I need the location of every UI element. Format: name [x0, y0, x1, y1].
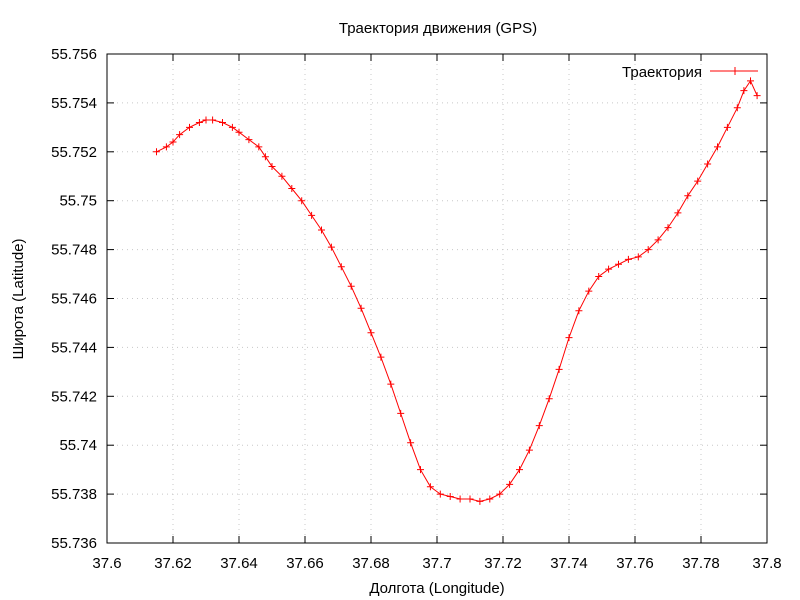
x-tick-label: 37.72	[484, 555, 522, 572]
y-tick-label: 55.746	[51, 291, 97, 308]
data-point-marker	[186, 123, 193, 131]
y-tick-label: 55.754	[51, 95, 97, 112]
y-tick-label: 55.748	[51, 242, 97, 259]
data-point-marker	[261, 153, 269, 161]
data-point-marker	[456, 495, 464, 503]
grid	[107, 54, 767, 543]
data-point-marker	[624, 255, 632, 263]
data-point-marker	[747, 77, 754, 85]
legend-marker	[731, 67, 739, 75]
data-point-marker	[162, 143, 170, 151]
data-point-marker	[417, 466, 424, 474]
data-point-marker	[357, 304, 365, 312]
x-axis-label: Долгота (Longitude)	[369, 580, 504, 597]
data-point-marker	[337, 263, 345, 271]
data-point-marker	[565, 334, 573, 342]
data-point-marker	[387, 380, 395, 388]
data-point-marker	[377, 353, 385, 361]
data-point-marker	[486, 495, 494, 503]
data-point-marker	[733, 104, 741, 112]
tick-labels: 37.6 37.62 37.64 37.66 37.68 37.7 37.72 37.74 37…	[51, 46, 781, 572]
series-layer	[153, 77, 761, 505]
x-tick-label: 37.74	[550, 555, 588, 572]
data-point-marker	[367, 329, 375, 337]
data-point-marker	[426, 483, 434, 491]
data-point-marker	[615, 260, 622, 268]
data-point-marker	[753, 92, 761, 100]
x-tick-label: 37.78	[682, 555, 720, 572]
data-point-marker	[466, 495, 474, 503]
data-point-marker	[516, 466, 523, 474]
data-point-marker	[397, 409, 405, 417]
data-point-marker	[476, 497, 484, 505]
x-tick-label: 37.7	[422, 555, 451, 572]
series-line	[156, 79, 758, 502]
data-point-marker	[605, 265, 613, 273]
y-tick-label: 55.736	[51, 535, 97, 552]
ticks	[106, 53, 768, 544]
data-point-marker	[644, 246, 652, 254]
data-point-marker	[714, 143, 721, 151]
chart-title: Траектория движения (GPS)	[339, 20, 537, 37]
data-point-marker	[446, 493, 454, 501]
data-point-marker	[228, 123, 236, 131]
data-point-marker	[674, 209, 682, 217]
data-point-marker	[202, 116, 210, 124]
data-point-marker	[506, 480, 514, 488]
data-point-marker	[595, 272, 603, 280]
data-point-marker	[555, 365, 563, 373]
data-point-marker	[235, 128, 243, 136]
x-tick-label: 37.6	[92, 555, 121, 572]
data-point-marker	[176, 131, 184, 139]
x-tick-label: 37.76	[616, 555, 654, 572]
data-point-marker	[525, 446, 533, 454]
x-tick-label: 37.64	[220, 555, 258, 572]
y-tick-label: 55.756	[51, 46, 97, 63]
data-point-marker	[740, 87, 748, 95]
x-tick-label: 37.66	[286, 555, 324, 572]
data-point-marker	[298, 197, 306, 205]
y-tick-label: 55.742	[51, 388, 97, 405]
data-point-marker	[634, 253, 642, 261]
data-point-marker	[195, 118, 203, 126]
data-point-marker	[327, 243, 335, 251]
data-point-marker	[704, 160, 712, 168]
legend-label: Траектория	[622, 64, 702, 81]
data-point-marker	[694, 177, 702, 185]
data-point-marker	[654, 236, 662, 244]
data-point-marker	[278, 172, 286, 180]
data-point-marker	[664, 224, 672, 232]
data-point-marker	[585, 287, 593, 295]
x-tick-label: 37.8	[752, 555, 781, 572]
data-point-marker	[318, 226, 325, 234]
data-point-marker	[308, 211, 316, 219]
y-tick-label: 55.752	[51, 144, 97, 161]
data-point-marker	[575, 307, 583, 315]
data-point-marker	[245, 136, 253, 144]
data-point-marker	[255, 143, 263, 151]
data-point-marker	[288, 184, 296, 192]
y-tick-label: 55.744	[51, 339, 97, 356]
data-point-marker	[436, 490, 444, 498]
data-point-marker	[535, 422, 543, 430]
data-point-marker	[723, 123, 731, 131]
data-point-marker	[684, 192, 692, 200]
data-point-marker	[153, 148, 160, 156]
x-tick-label: 37.68	[352, 555, 390, 572]
y-tick-label: 55.74	[59, 437, 97, 454]
data-point-marker	[347, 282, 355, 290]
y-tick-label: 55.75	[59, 193, 97, 210]
y-axis-label: Широта (Latitude)	[10, 238, 27, 359]
x-tick-label: 37.62	[154, 555, 192, 572]
data-point-marker	[545, 395, 553, 403]
data-point-marker	[496, 490, 504, 498]
legend: Траектория	[622, 64, 758, 81]
data-point-marker	[169, 138, 177, 146]
data-point-marker	[268, 162, 276, 170]
data-point-marker	[407, 439, 415, 447]
data-point-marker	[209, 116, 217, 124]
data-point-marker	[219, 118, 226, 126]
y-tick-label: 55.738	[51, 486, 97, 503]
